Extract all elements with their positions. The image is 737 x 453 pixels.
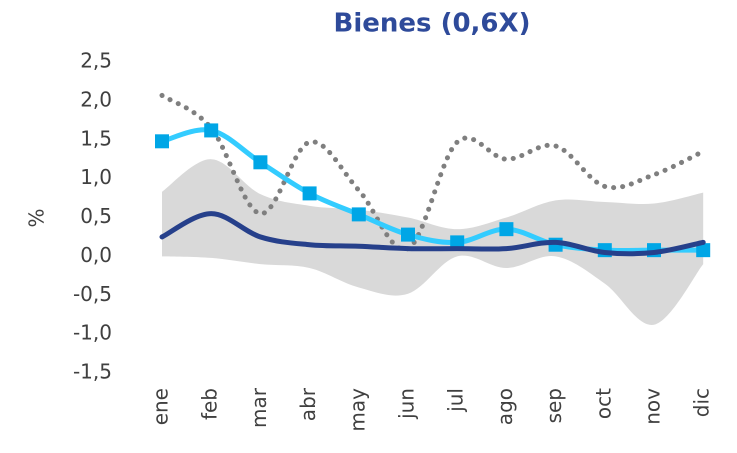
marker xyxy=(450,235,465,250)
y-tick-label: 2,5 xyxy=(80,49,112,73)
y-tick-label: 0,5 xyxy=(80,204,112,228)
x-tick-label: sep xyxy=(542,388,566,423)
marker xyxy=(499,222,514,237)
series-line xyxy=(159,92,706,252)
x-tick-label: nov xyxy=(641,388,665,425)
marker xyxy=(155,134,169,149)
x-tick-label: ago xyxy=(493,388,517,425)
y-tick-label: 0,0 xyxy=(80,243,112,267)
x-tick-label: jul xyxy=(444,388,468,413)
x-tick-label: feb xyxy=(198,388,222,420)
marker xyxy=(351,207,366,222)
y-axis-label: % xyxy=(25,208,49,227)
chart-title: Bienes (0,6X) xyxy=(334,9,531,39)
x-tick-label: dic xyxy=(690,388,714,417)
y-tick-label: 1,5 xyxy=(80,126,112,150)
y-tick-label: -0,5 xyxy=(73,282,112,306)
series-line xyxy=(159,211,706,257)
marker xyxy=(401,227,415,242)
x-tick-label: abr xyxy=(296,387,320,421)
x-tick-label: oct xyxy=(591,388,615,419)
x-tick-label: ene xyxy=(149,388,173,425)
marker xyxy=(696,243,711,258)
x-tick-label: jun xyxy=(395,388,419,420)
y-tick-label: 1,0 xyxy=(80,165,112,189)
y-tick-label: -1,0 xyxy=(73,321,112,345)
y-tick-label: 2,0 xyxy=(80,87,112,111)
marker xyxy=(302,186,317,201)
y-tick-label: -1,5 xyxy=(73,360,112,384)
x-tick-label: may xyxy=(345,388,369,432)
x-tick-label: mar xyxy=(247,387,271,428)
marker xyxy=(253,155,268,170)
marker xyxy=(204,123,219,138)
